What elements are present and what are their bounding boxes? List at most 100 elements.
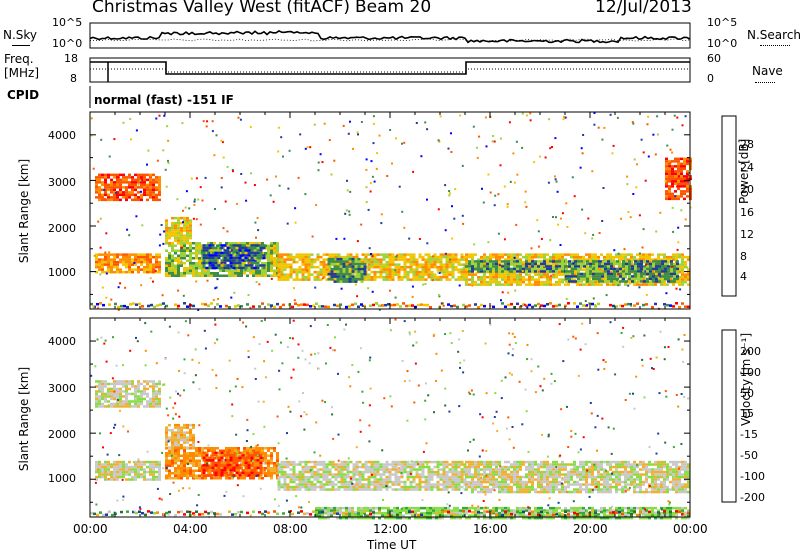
power-cell	[352, 255, 356, 259]
power-cell	[310, 265, 314, 269]
power-cell	[105, 272, 108, 275]
power-cell	[652, 275, 655, 278]
velocity-cell	[152, 392, 155, 396]
power-cell	[166, 125, 169, 128]
power-cell	[619, 262, 622, 266]
velocity-cell	[101, 402, 104, 406]
power-cell	[146, 186, 149, 189]
power-cell	[483, 255, 486, 259]
power-cell	[352, 147, 354, 150]
power-cell	[444, 229, 447, 232]
power-cell	[369, 182, 372, 185]
power-cell	[510, 283, 513, 286]
velocity-cell	[189, 457, 192, 460]
velocity-cell	[168, 462, 171, 465]
velocity-cell	[152, 400, 155, 403]
power-cell	[342, 257, 346, 261]
power-cell	[675, 302, 678, 305]
velocity-cell	[307, 468, 311, 471]
velocity-cell	[95, 380, 98, 383]
power-cell	[360, 303, 363, 306]
power-cell	[686, 162, 689, 166]
power-cell	[528, 275, 531, 279]
velocity-cell	[226, 474, 230, 477]
power-cell	[128, 181, 131, 184]
power-cell	[270, 304, 273, 307]
power-cell	[594, 283, 597, 286]
power-cell	[313, 258, 317, 261]
power-cell	[516, 260, 519, 263]
velocity-cell	[225, 447, 228, 450]
power-cell	[116, 173, 119, 177]
velocity-cell	[140, 395, 143, 398]
power-cell	[165, 259, 168, 262]
power-cell	[313, 265, 317, 269]
power-cell	[581, 152, 584, 155]
power-cell	[146, 260, 149, 264]
velocity-cell	[355, 478, 359, 481]
power-cell	[672, 283, 675, 286]
power-cell	[256, 251, 260, 255]
power-cell	[128, 255, 131, 259]
velocity-cell	[364, 485, 368, 489]
power-cell	[510, 262, 513, 266]
power-cell	[140, 190, 142, 193]
power-cell	[477, 262, 480, 266]
power-cell	[264, 272, 267, 275]
power-cell	[600, 253, 603, 256]
velocity-cell	[198, 454, 201, 457]
power-cell	[379, 253, 383, 256]
power-cell	[110, 253, 113, 256]
velocity-cell	[158, 400, 161, 403]
power-cell	[277, 263, 281, 266]
power-cell	[349, 190, 352, 193]
velocity-cell	[310, 473, 314, 476]
velocity-cell	[174, 459, 177, 462]
power-cell	[259, 246, 263, 250]
power-cell	[116, 181, 119, 184]
velocity-cell	[322, 468, 326, 471]
power-cell	[609, 253, 612, 256]
power-cell	[141, 258, 144, 261]
power-cell	[143, 181, 146, 184]
power-cell	[327, 257, 331, 261]
power-cell	[465, 275, 468, 279]
velocity-cell	[253, 461, 257, 465]
power-cell	[132, 302, 135, 305]
power-cell	[289, 265, 293, 269]
power-cell	[198, 247, 201, 250]
velocity-cell	[280, 483, 284, 486]
power-cell	[168, 262, 171, 265]
velocity-cell	[277, 488, 281, 491]
power-cell	[624, 283, 627, 286]
power-cell	[448, 194, 451, 197]
power-cell	[477, 305, 480, 309]
power-cell	[644, 179, 647, 182]
velocity-cell	[229, 469, 233, 472]
velocity-cell	[244, 464, 248, 467]
power-cell	[616, 280, 619, 283]
power-cell	[140, 183, 143, 187]
power-cell	[165, 272, 168, 275]
power-cell	[600, 270, 603, 274]
power-cell	[442, 263, 446, 266]
power-cell	[204, 176, 207, 179]
velocity-cell	[277, 465, 281, 469]
velocity-cell	[307, 485, 311, 489]
power-cell	[640, 265, 643, 268]
power-cell	[418, 270, 422, 274]
velocity-cell	[180, 469, 183, 472]
velocity-cell	[205, 454, 209, 457]
velocity-cell	[313, 475, 317, 479]
power-cell	[687, 275, 690, 279]
power-cell	[354, 275, 358, 278]
power-cell	[195, 254, 198, 257]
velocity-cell	[246, 447, 249, 450]
velocity-cell	[226, 464, 230, 467]
power-cell	[474, 262, 477, 266]
power-cell	[534, 253, 537, 256]
power-cell	[357, 260, 361, 263]
power-cell	[168, 236, 171, 240]
nave-line	[90, 68, 690, 73]
velocity-cell	[198, 449, 201, 452]
